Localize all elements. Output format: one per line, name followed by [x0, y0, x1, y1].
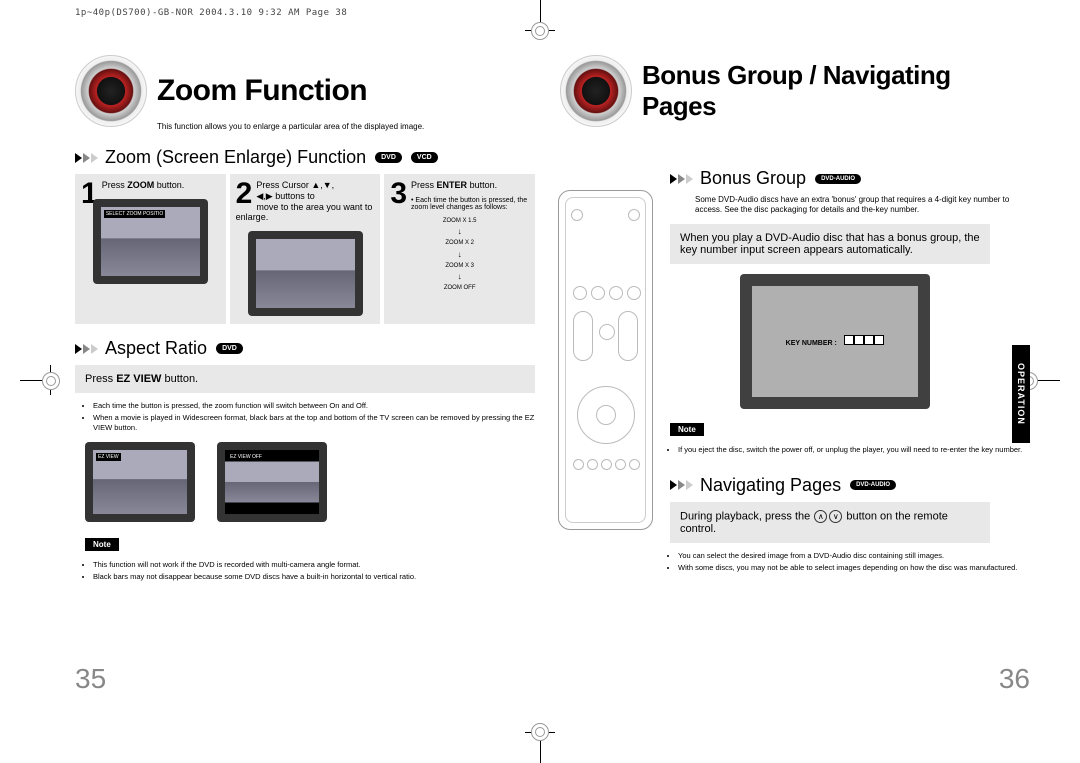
zoom-note: • Each time the button is pressed, the z… [390, 197, 529, 211]
section-header-zoom: Zoom (Screen Enlarge) Function DVD VCD [75, 147, 535, 168]
section-heading: Bonus Group [700, 168, 806, 189]
up-button-icon: ∧ [814, 510, 827, 523]
registration-mark [531, 723, 549, 741]
page-title: Bonus Group / Navigating Pages [642, 60, 1030, 122]
zoom-levels-list: ZOOM X 1.5↓ ZOOM X 2↓ ZOOM X 3↓ ZOOM OFF [390, 217, 529, 294]
bullet-item: Each time the button is pressed, the zoo… [93, 401, 535, 411]
note-bullet-list: This function will not work if the DVD i… [85, 560, 535, 582]
step-1: 1 Press ZOOM button. SELECT ZOOM POSITIO [75, 174, 226, 324]
step-text: button. [467, 180, 497, 190]
document-meta-header: 1p~40p(DS700)-GB-NOR 2004.3.10 9:32 AM P… [75, 8, 347, 18]
section-heading: Navigating Pages [700, 475, 841, 496]
instruction-bar: When you play a DVD-Audio disc that has … [670, 224, 990, 264]
section-header-nav: Navigating Pages DVD-AUDIO [670, 475, 1030, 496]
note-badge: Note [85, 538, 119, 551]
steps-row: 1 Press ZOOM button. SELECT ZOOM POSITIO… [75, 174, 535, 324]
badge-dvd-audio: DVD-AUDIO [850, 480, 896, 490]
instruction-bar: Press EZ VIEW button. [75, 365, 535, 393]
step-number: 2 [236, 180, 253, 207]
speaker-icon [75, 55, 147, 127]
zoom-level: ZOOM X 2 [390, 239, 529, 249]
bullet-item: Black bars may not disappear because som… [93, 572, 535, 582]
tv-illustration [248, 231, 363, 316]
key-number-boxes [844, 335, 884, 345]
section-header-aspect: Aspect Ratio DVD [75, 338, 535, 359]
page-number: 35 [75, 663, 106, 695]
bullet-item: If you eject the disc, switch the power … [678, 445, 1030, 455]
badge-dvd: DVD [216, 343, 243, 354]
bullet-item: This function will not work if the DVD i… [93, 560, 535, 570]
page-left: Zoom Function This function allows you t… [75, 55, 535, 695]
badge-vcd: VCD [411, 152, 438, 163]
page-title: Zoom Function [157, 74, 367, 108]
operation-tab: OPERATION [1012, 345, 1030, 443]
step-number: 3 [390, 180, 407, 207]
step-text-bold: ZOOM [127, 180, 154, 190]
intro-text: Some DVD-Audio discs have an extra 'bonu… [695, 195, 1030, 216]
instruction-text-bold: EZ VIEW [116, 373, 161, 385]
step-text-bold: ENTER [437, 180, 468, 190]
instruction-text: During playback, press the [680, 510, 810, 522]
page-right: Bonus Group / Navigating Pages Bonus Gro… [560, 55, 1030, 695]
bullet-item: You can select the desired image from a … [678, 551, 1030, 561]
note-badge: Note [670, 423, 704, 436]
step-text: Press Cursor ▲,▼, [256, 180, 334, 190]
zoom-level: ZOOM OFF [390, 284, 529, 294]
note-bullet-list: If you eject the disc, switch the power … [670, 445, 1030, 455]
instruction-text: button. [161, 373, 198, 385]
instruction-text: Press [85, 373, 116, 385]
step-text: button. [154, 180, 184, 190]
tv-illustration-large: KEY NUMBER : [740, 274, 930, 409]
page-number: 36 [999, 663, 1030, 695]
tv-osd-label: EZ VIEW OFF [228, 453, 264, 461]
step-text: Press [411, 180, 437, 190]
badge-dvd-audio: DVD-AUDIO [815, 174, 861, 184]
bullet-list: You can select the desired image from a … [670, 551, 1030, 573]
zoom-level: ZOOM X 3 [390, 262, 529, 272]
page-subtitle: This function allows you to enlarge a pa… [157, 122, 535, 131]
section-heading: Aspect Ratio [105, 338, 207, 359]
tv-pair: EZ VIEW EZ VIEW OFF [85, 442, 535, 522]
registration-mark [42, 372, 60, 390]
bullet-list: Each time the button is pressed, the zoo… [85, 401, 535, 433]
tv-illustration: EZ VIEW [85, 442, 195, 522]
section-heading: Zoom (Screen Enlarge) Function [105, 147, 366, 168]
step-text: Press [102, 180, 128, 190]
step-text: move to the area you want to enlarge. [236, 202, 373, 223]
tv-illustration: SELECT ZOOM POSITIO [93, 199, 208, 284]
speaker-icon [560, 55, 632, 127]
tv-osd-label: SELECT ZOOM POSITIO [104, 210, 165, 218]
tv-illustration: EZ VIEW OFF [217, 442, 327, 522]
step-3: 3 Press ENTER button. • Each time the bu… [384, 174, 535, 324]
step-2: 2 Press Cursor ▲,▼,◀,▶ buttons tomove to… [230, 174, 381, 324]
bullet-item: With some discs, you may not be able to … [678, 563, 1030, 573]
bullet-item: When a movie is played in Widescreen for… [93, 413, 535, 433]
down-button-icon: ∨ [829, 510, 842, 523]
tv-osd-label: EZ VIEW [96, 453, 121, 461]
badge-dvd: DVD [375, 152, 402, 163]
key-number-label: KEY NUMBER : [786, 340, 837, 347]
step-text: ◀,▶ buttons to [256, 191, 314, 201]
section-header-bonus: Bonus Group DVD-AUDIO [670, 168, 1030, 189]
zoom-level: ZOOM X 1.5 [390, 217, 529, 227]
registration-mark [531, 22, 549, 40]
instruction-bar: During playback, press the ∧∨ button on … [670, 502, 990, 543]
